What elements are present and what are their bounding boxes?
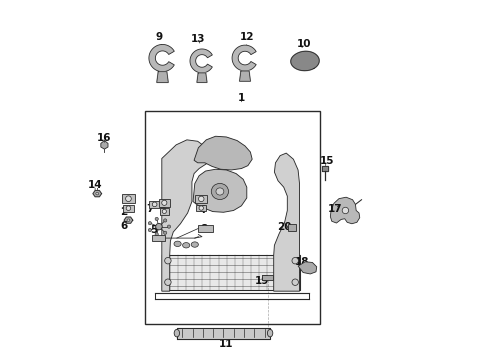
Polygon shape xyxy=(124,217,133,223)
Text: 2: 2 xyxy=(120,201,127,217)
Bar xyxy=(159,199,170,207)
Bar xyxy=(145,111,320,324)
Ellipse shape xyxy=(199,206,203,210)
Text: 18: 18 xyxy=(294,257,309,267)
Ellipse shape xyxy=(183,243,190,248)
Polygon shape xyxy=(298,262,317,274)
Polygon shape xyxy=(190,49,212,73)
Bar xyxy=(149,201,160,208)
Polygon shape xyxy=(101,140,108,149)
Ellipse shape xyxy=(148,229,151,231)
Bar xyxy=(123,204,133,212)
Ellipse shape xyxy=(292,257,298,264)
Polygon shape xyxy=(194,136,252,170)
Text: 17: 17 xyxy=(328,204,343,214)
Polygon shape xyxy=(291,51,319,71)
Ellipse shape xyxy=(126,206,131,211)
Polygon shape xyxy=(232,45,256,71)
Polygon shape xyxy=(93,190,101,197)
Text: 13: 13 xyxy=(191,35,205,44)
Polygon shape xyxy=(274,153,299,291)
Ellipse shape xyxy=(125,196,131,202)
Text: 14: 14 xyxy=(88,180,102,190)
Text: 3: 3 xyxy=(160,207,167,217)
Ellipse shape xyxy=(156,224,162,230)
Polygon shape xyxy=(193,169,247,212)
Ellipse shape xyxy=(268,329,273,337)
Ellipse shape xyxy=(155,217,158,221)
Ellipse shape xyxy=(165,279,171,285)
Ellipse shape xyxy=(152,202,157,207)
Ellipse shape xyxy=(96,192,98,195)
Ellipse shape xyxy=(148,222,151,225)
Ellipse shape xyxy=(168,225,171,228)
Bar xyxy=(198,225,213,232)
Ellipse shape xyxy=(162,200,167,206)
Ellipse shape xyxy=(191,242,198,247)
Ellipse shape xyxy=(164,219,167,222)
Text: 9: 9 xyxy=(155,32,163,44)
Ellipse shape xyxy=(198,196,204,202)
Bar xyxy=(152,234,166,241)
Text: 1: 1 xyxy=(238,93,245,103)
Text: 12: 12 xyxy=(240,32,254,44)
Text: 20: 20 xyxy=(277,222,292,232)
Ellipse shape xyxy=(292,279,298,285)
Text: 15: 15 xyxy=(319,156,334,166)
Text: 10: 10 xyxy=(297,39,312,49)
Polygon shape xyxy=(177,328,270,338)
Text: 7: 7 xyxy=(147,204,154,215)
Ellipse shape xyxy=(211,183,228,199)
Bar xyxy=(160,208,169,215)
Ellipse shape xyxy=(155,233,158,236)
Text: 6: 6 xyxy=(120,221,127,231)
Polygon shape xyxy=(322,166,328,171)
Text: 4: 4 xyxy=(198,206,206,216)
Text: 11: 11 xyxy=(219,339,234,349)
Bar xyxy=(195,195,207,203)
Polygon shape xyxy=(197,73,207,82)
Text: 8: 8 xyxy=(200,225,207,234)
Polygon shape xyxy=(162,255,299,291)
Ellipse shape xyxy=(127,219,130,221)
Ellipse shape xyxy=(216,188,224,195)
Ellipse shape xyxy=(174,329,179,337)
Ellipse shape xyxy=(164,231,167,234)
Polygon shape xyxy=(149,44,174,72)
Bar xyxy=(262,275,273,280)
Bar xyxy=(122,194,135,203)
Polygon shape xyxy=(240,71,250,81)
Text: 16: 16 xyxy=(97,133,112,143)
Ellipse shape xyxy=(165,257,171,264)
Polygon shape xyxy=(157,72,168,82)
Text: 5: 5 xyxy=(150,225,157,235)
Bar xyxy=(196,204,206,211)
Bar xyxy=(288,225,296,231)
Ellipse shape xyxy=(174,241,181,247)
Polygon shape xyxy=(162,140,209,291)
Ellipse shape xyxy=(342,207,349,214)
Ellipse shape xyxy=(162,210,167,213)
Polygon shape xyxy=(330,197,360,224)
Text: 19: 19 xyxy=(255,276,270,286)
